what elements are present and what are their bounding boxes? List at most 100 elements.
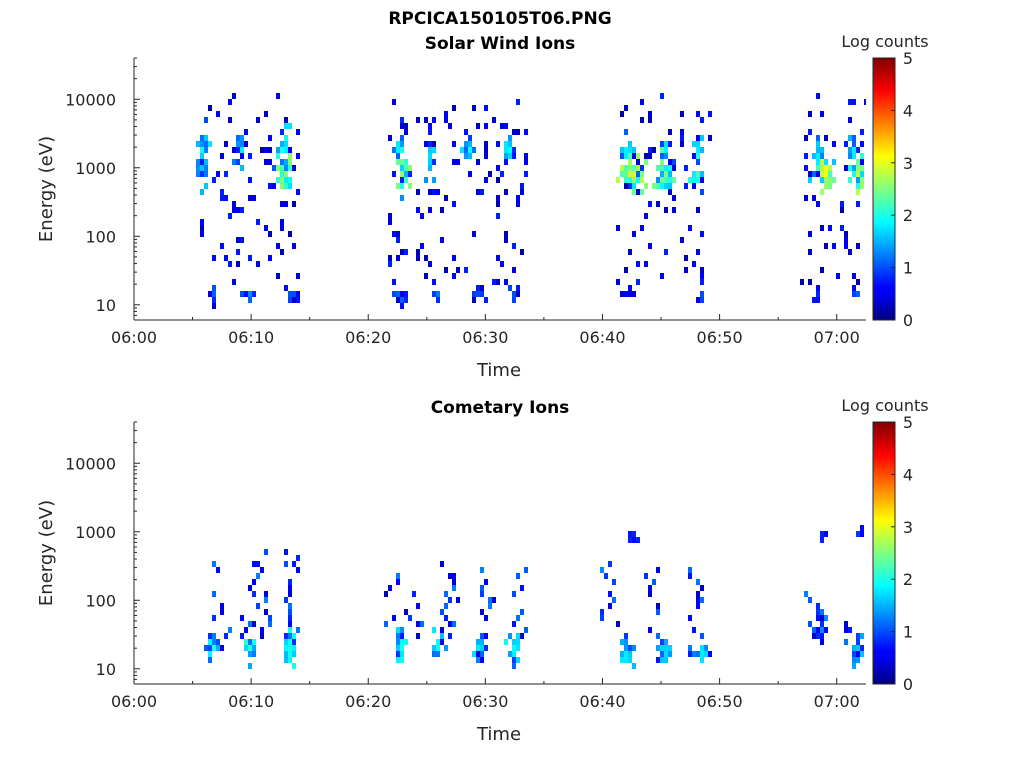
heatmap-cell xyxy=(444,615,448,621)
heatmap-cell xyxy=(212,291,216,297)
heatmap-cell xyxy=(640,99,644,105)
heatmap-cell xyxy=(696,591,700,597)
heatmap-cell xyxy=(648,147,652,153)
heatmap-cell xyxy=(444,591,448,597)
heatmap-cell xyxy=(292,561,296,567)
heatmap-cell xyxy=(280,129,284,135)
heatmap-cell xyxy=(520,189,524,195)
heatmap-cell xyxy=(404,639,408,645)
heatmap-cell xyxy=(396,147,400,153)
colorbar xyxy=(872,57,896,321)
heatmap-cell xyxy=(256,261,260,267)
heatmap-cell xyxy=(844,243,848,249)
heatmap-cell xyxy=(400,303,404,309)
heatmap-cell xyxy=(468,147,472,153)
heatmap-cell xyxy=(228,99,232,105)
heatmap-cell xyxy=(844,621,848,627)
heatmap-cell xyxy=(276,93,280,99)
heatmap-cell xyxy=(268,615,272,621)
heatmap-cell xyxy=(660,639,664,645)
heatmap-cell xyxy=(428,261,432,267)
heatmap-cell xyxy=(448,633,452,639)
heatmap-cell xyxy=(856,189,860,195)
heatmap-cell xyxy=(236,135,240,141)
heatmap-cell xyxy=(208,291,212,297)
heatmap-cell xyxy=(860,159,864,165)
heatmap-cell xyxy=(624,171,628,177)
heatmap-cell xyxy=(620,111,624,117)
heatmap-cell xyxy=(632,177,636,183)
heatmap-cell xyxy=(860,177,864,183)
heatmap-cell xyxy=(292,165,296,171)
heatmap-cell xyxy=(232,93,236,99)
heatmap-cell xyxy=(432,159,436,165)
heatmap-cell xyxy=(668,165,672,171)
heatmap-cell xyxy=(816,609,820,615)
heatmap-cell xyxy=(828,165,832,171)
heatmap-cell xyxy=(664,165,668,171)
heatmap-cell xyxy=(416,621,420,627)
heatmap-cell xyxy=(252,591,256,597)
heatmap-cell xyxy=(852,651,856,657)
heatmap-cell xyxy=(844,231,848,237)
heatmap-cell xyxy=(512,297,516,303)
heatmap-cell xyxy=(708,651,712,657)
heatmap-cell xyxy=(824,135,828,141)
heatmap-cell xyxy=(480,189,484,195)
heatmap-cell xyxy=(408,183,412,189)
heatmap-cell xyxy=(844,165,848,171)
heatmap-cell xyxy=(628,171,632,177)
heatmap-cell xyxy=(832,243,836,249)
heatmap-cell xyxy=(640,177,644,183)
heatmap-cell xyxy=(852,273,856,279)
heatmap-cell xyxy=(660,651,664,657)
heatmap-cell xyxy=(404,291,408,297)
heatmap-cell xyxy=(508,141,512,147)
heatmap-cell xyxy=(208,105,212,111)
heatmap-cell xyxy=(628,651,632,657)
heatmap-cell xyxy=(280,225,284,231)
heatmap-cell xyxy=(252,651,256,657)
heatmap-cell xyxy=(240,237,244,243)
heatmap-cell xyxy=(288,657,292,663)
heatmap-cell xyxy=(656,183,660,189)
heatmap-cell xyxy=(200,231,204,237)
heatmap-cell xyxy=(664,639,668,645)
heatmap-cell xyxy=(244,627,248,633)
heatmap-cell xyxy=(448,123,452,129)
heatmap-cell xyxy=(252,579,256,585)
heatmap-cell xyxy=(860,171,864,177)
heatmap-cell xyxy=(436,645,440,651)
heatmap-cell xyxy=(268,147,272,153)
heatmap-cell xyxy=(516,195,520,201)
heatmap-cell xyxy=(516,573,520,579)
heatmap-cell xyxy=(484,633,488,639)
heatmap-cell xyxy=(480,633,484,639)
heatmap-cell xyxy=(488,171,492,177)
heatmap-cell xyxy=(284,117,288,123)
heatmap-cell xyxy=(840,201,844,207)
heatmap-cell xyxy=(804,591,808,597)
heatmap-cell xyxy=(664,183,668,189)
heatmap-cell xyxy=(228,627,232,633)
heatmap-cell xyxy=(288,165,292,171)
heatmap-cell xyxy=(452,201,456,207)
colorbar-tick-label: 3 xyxy=(903,518,913,537)
heatmap-cell xyxy=(216,171,220,177)
heatmap-cell xyxy=(824,615,828,621)
heatmap-cell xyxy=(284,633,288,639)
heatmap-cell xyxy=(840,225,844,231)
heatmap-cell xyxy=(632,663,636,669)
heatmap-cell xyxy=(604,573,608,579)
heatmap-cell xyxy=(680,135,684,141)
heatmap-cell xyxy=(208,645,212,651)
heatmap-cell xyxy=(496,213,500,219)
heatmap-cell xyxy=(700,189,704,195)
heatmap-cell xyxy=(396,651,400,657)
heatmap-cell xyxy=(436,291,440,297)
heatmap-cell xyxy=(228,117,232,123)
heatmap-cell xyxy=(388,135,392,141)
heatmap-cell xyxy=(200,171,204,177)
heatmap-cell xyxy=(480,651,484,657)
heatmap-cell xyxy=(260,633,264,639)
